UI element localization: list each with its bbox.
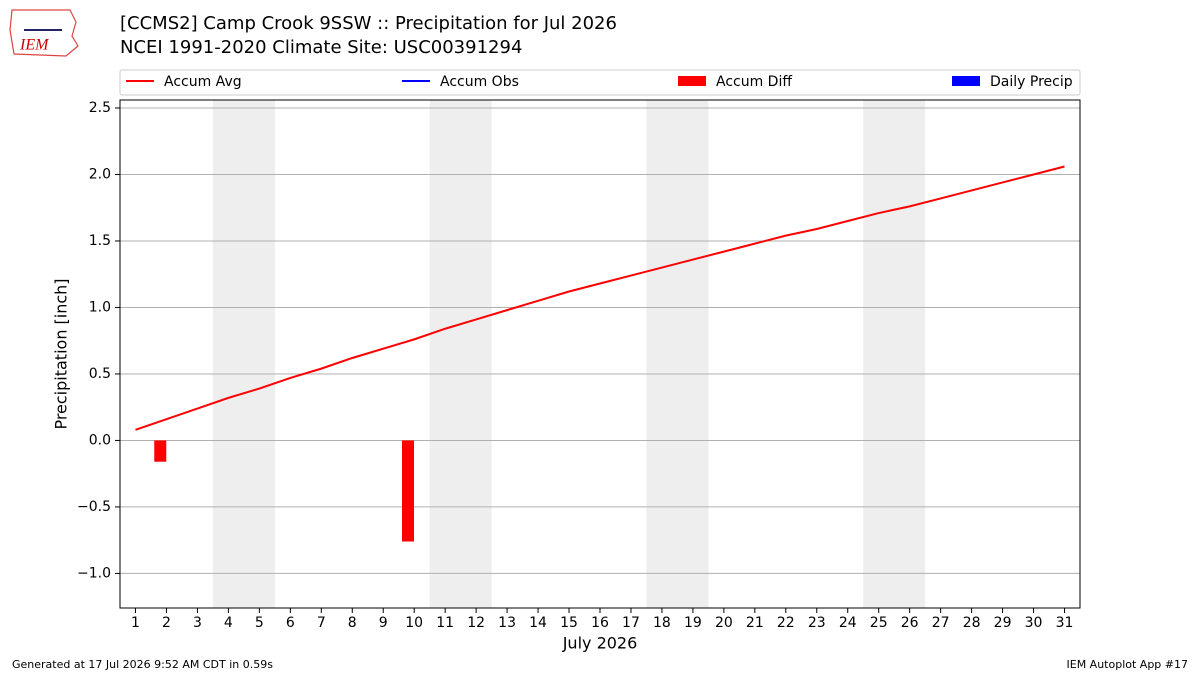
y-tick-label: 0.0 (89, 432, 111, 448)
x-tick-label: 7 (317, 615, 326, 631)
x-tick-label: 30 (1025, 615, 1043, 631)
x-tick-label: 31 (1056, 615, 1074, 631)
y-tick-label: 0.5 (89, 366, 111, 382)
weekend-span (646, 100, 709, 608)
logo: IEM (9, 9, 79, 57)
x-tick-label: 17 (622, 615, 640, 631)
legend-label: Accum Avg (164, 74, 242, 90)
x-axis-label: July 2026 (562, 634, 638, 653)
x-tick-label: 13 (498, 615, 516, 631)
x-tick-label: 10 (405, 615, 423, 631)
x-tick-label: 25 (870, 615, 888, 631)
x-tick-label: 22 (777, 615, 795, 631)
chart-title: [CCMS2] Camp Crook 9SSW :: Precipitation… (120, 13, 617, 34)
weekend-span (212, 100, 275, 608)
legend-label: Accum Diff (716, 74, 792, 90)
x-tick-label: 19 (684, 615, 702, 631)
bar (402, 440, 414, 542)
x-tick-label: 9 (379, 615, 388, 631)
x-tick-label: 14 (529, 615, 547, 631)
y-axis-label: Precipitation [inch] (52, 278, 71, 429)
x-tick-label: 4 (224, 615, 233, 631)
weekend-span (429, 100, 492, 608)
x-tick-label: 6 (286, 615, 295, 631)
y-tick-label: −0.5 (77, 499, 111, 515)
x-tick-label: 26 (901, 615, 919, 631)
footer-left: Generated at 17 Jul 2026 9:52 AM CDT in … (12, 658, 273, 671)
legend-label: Accum Obs (440, 74, 519, 90)
x-tick-label: 11 (436, 615, 454, 631)
footer-right: IEM Autoplot App #17 (1067, 658, 1189, 671)
x-tick-label: 5 (255, 615, 264, 631)
x-tick-label: 2 (162, 615, 171, 631)
y-tick-label: 2.5 (89, 100, 111, 116)
x-tick-label: 3 (193, 615, 202, 631)
x-tick-label: 29 (994, 615, 1012, 631)
legend-swatch (678, 76, 706, 86)
x-tick-label: 21 (746, 615, 764, 631)
x-tick-label: 24 (839, 615, 857, 631)
plot-frame (119, 99, 1081, 609)
accum-line (135, 165, 1065, 431)
legend-swatch (952, 76, 980, 86)
x-tick-label: 15 (560, 615, 578, 631)
y-tick-label: −1.0 (77, 565, 111, 581)
x-tick-label: 28 (963, 615, 981, 631)
y-tick-label: 1.0 (89, 299, 111, 315)
bar (154, 440, 167, 462)
x-tick-label: 1 (131, 615, 140, 631)
legend-box (119, 69, 1081, 96)
logo-outline (9, 9, 79, 57)
chart-subtitle: NCEI 1991-2020 Climate Site: USC00391294 (120, 37, 522, 58)
x-tick-label: 18 (653, 615, 671, 631)
legend-label: Daily Precip (990, 74, 1073, 90)
x-tick-label: 8 (348, 615, 357, 631)
y-tick-label: 1.5 (89, 233, 111, 249)
x-tick-label: 20 (715, 615, 733, 631)
x-tick-label: 23 (808, 615, 826, 631)
x-tick-label: 27 (932, 615, 950, 631)
x-tick-label: 16 (591, 615, 609, 631)
y-tick-label: 2.0 (89, 166, 111, 182)
weekend-span (863, 100, 926, 608)
logo-text: IEM (19, 37, 50, 54)
x-tick-label: 12 (467, 615, 485, 631)
